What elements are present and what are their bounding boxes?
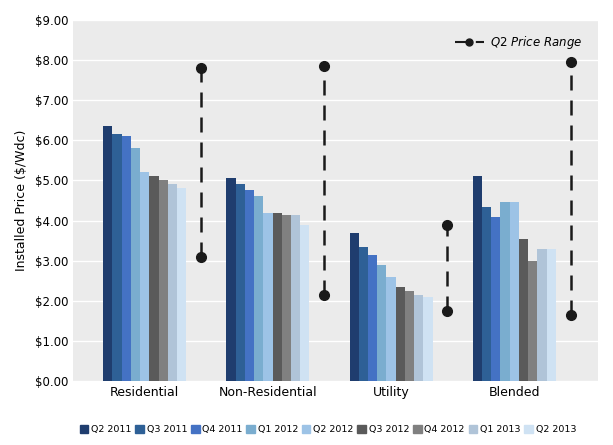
Bar bbox=[273, 213, 282, 381]
Bar bbox=[414, 295, 424, 381]
Bar bbox=[368, 255, 377, 381]
Bar bbox=[473, 176, 482, 381]
Bar bbox=[103, 126, 112, 381]
Bar bbox=[359, 247, 368, 381]
Bar bbox=[177, 189, 186, 381]
Y-axis label: Installed Price ($/Wdc): Installed Price ($/Wdc) bbox=[15, 130, 28, 271]
Bar bbox=[424, 297, 433, 381]
Bar bbox=[500, 202, 509, 381]
Bar bbox=[519, 239, 528, 381]
Bar bbox=[131, 148, 140, 381]
Bar bbox=[482, 206, 491, 381]
Bar bbox=[349, 233, 359, 381]
Bar bbox=[121, 136, 131, 381]
Bar bbox=[264, 213, 273, 381]
Bar bbox=[547, 249, 556, 381]
Legend: $\it{Q2\ Price\ Range}$: $\it{Q2\ Price\ Range}$ bbox=[450, 29, 587, 56]
Bar bbox=[491, 217, 500, 381]
Bar bbox=[159, 180, 168, 381]
Bar bbox=[291, 214, 300, 381]
Bar bbox=[300, 225, 310, 381]
Bar bbox=[112, 134, 121, 381]
Bar bbox=[140, 172, 150, 381]
Bar bbox=[254, 197, 264, 381]
Legend: Q2 2011, Q3 2011, Q4 2011, Q1 2012, Q2 2012, Q3 2012, Q4 2012, Q1 2013, Q2 2013: Q2 2011, Q3 2011, Q4 2011, Q1 2012, Q2 2… bbox=[76, 421, 580, 438]
Bar bbox=[245, 190, 254, 381]
Bar bbox=[282, 214, 291, 381]
Bar bbox=[386, 277, 396, 381]
Bar bbox=[538, 249, 547, 381]
Bar bbox=[377, 265, 386, 381]
Bar bbox=[235, 184, 245, 381]
Bar bbox=[150, 176, 159, 381]
Bar bbox=[226, 178, 235, 381]
Bar bbox=[405, 291, 414, 381]
Bar bbox=[396, 287, 405, 381]
Bar bbox=[509, 202, 519, 381]
Bar bbox=[528, 261, 538, 381]
Bar bbox=[168, 184, 177, 381]
